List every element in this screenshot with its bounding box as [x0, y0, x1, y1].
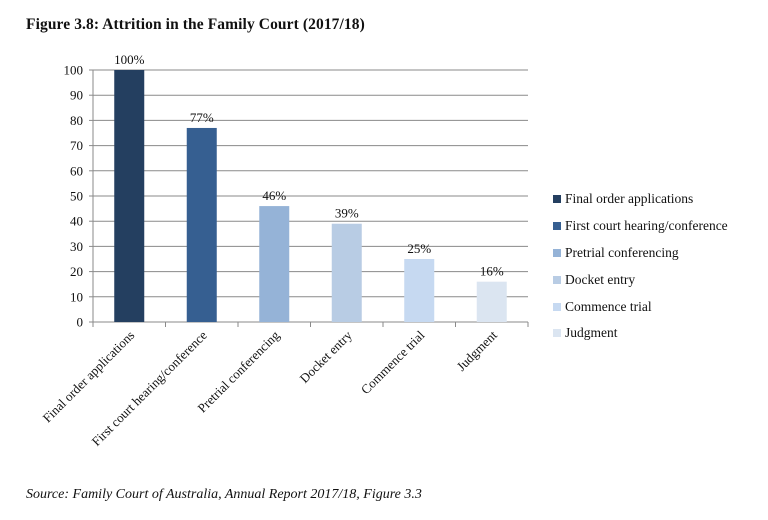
bar: [186, 127, 217, 323]
data-label: 39%: [335, 206, 359, 221]
legend-label: Commence trial: [565, 298, 652, 314]
y-tick-label: 60: [70, 163, 83, 178]
data-label: 100%: [114, 52, 145, 67]
legend-label: Final order applications: [565, 191, 694, 207]
legend-label: Judgment: [565, 325, 618, 341]
legend-item: Final order applications: [553, 186, 728, 213]
bar: [404, 259, 435, 322]
x-tick-label: First court hearing/conference: [88, 327, 210, 449]
legend-swatch: [553, 195, 561, 204]
data-label: 16%: [480, 264, 504, 279]
data-label: 77%: [190, 110, 214, 125]
bar: [114, 70, 145, 322]
axes: [89, 69, 529, 327]
legend-swatch: [553, 275, 561, 284]
legend-item: First court hearing/conference: [553, 213, 728, 240]
y-tick-label: 0: [77, 315, 84, 330]
legend-item: Pretrial conferencing: [553, 240, 728, 267]
data-labels: 100% 77% 46% 39% 25% 16%: [114, 52, 504, 279]
x-tick-label: Judgment: [454, 327, 501, 374]
legend-swatch: [553, 248, 561, 257]
y-tick-label: 20: [70, 264, 83, 279]
legend-item: Judgment: [553, 320, 728, 347]
x-tick-label: Docket entry: [297, 327, 356, 386]
y-tick-labels: 0 10 20 30 40 50 60 70 80 90 100: [64, 63, 84, 330]
y-tick-label: 70: [70, 138, 83, 153]
figure-source: Source: Family Court of Australia, Annua…: [26, 487, 422, 502]
legend-swatch: [553, 329, 561, 338]
y-tick-label: 80: [70, 113, 83, 128]
x-tick-label: Commence trial: [358, 327, 428, 397]
legend-swatch: [553, 222, 561, 231]
data-label: 46%: [262, 188, 286, 203]
bar: [259, 206, 290, 322]
y-tick-label: 40: [70, 214, 83, 229]
bars: [114, 70, 507, 323]
legend-label: First court hearing/conference: [565, 218, 728, 234]
legend-item: Commence trial: [553, 293, 728, 320]
y-tick-label: 50: [70, 189, 83, 204]
data-label: 25%: [407, 241, 431, 256]
y-tick-label: 90: [70, 88, 83, 103]
legend-label: Pretrial conferencing: [565, 244, 679, 260]
x-tick-label: Pretrial conferencing: [194, 327, 282, 415]
figure-title: Figure 3.8: Attrition in the Family Cour…: [26, 16, 365, 33]
bar: [476, 281, 507, 322]
y-tick-label: 100: [64, 63, 84, 78]
gridlines: [93, 69, 528, 298]
legend-label: Docket entry: [565, 271, 636, 287]
attrition-bar-chart: 100% 77% 46% 39% 25% 16% 0 10 20 30 40 50 60 70 80 90 1…: [39, 52, 529, 449]
chart-legend: Final order applications First court hear…: [553, 186, 728, 347]
legend-item: Docket entry: [553, 266, 728, 293]
bar: [331, 223, 362, 322]
legend-swatch: [553, 302, 561, 311]
y-tick-label: 30: [70, 239, 83, 254]
y-tick-label: 10: [70, 289, 83, 304]
